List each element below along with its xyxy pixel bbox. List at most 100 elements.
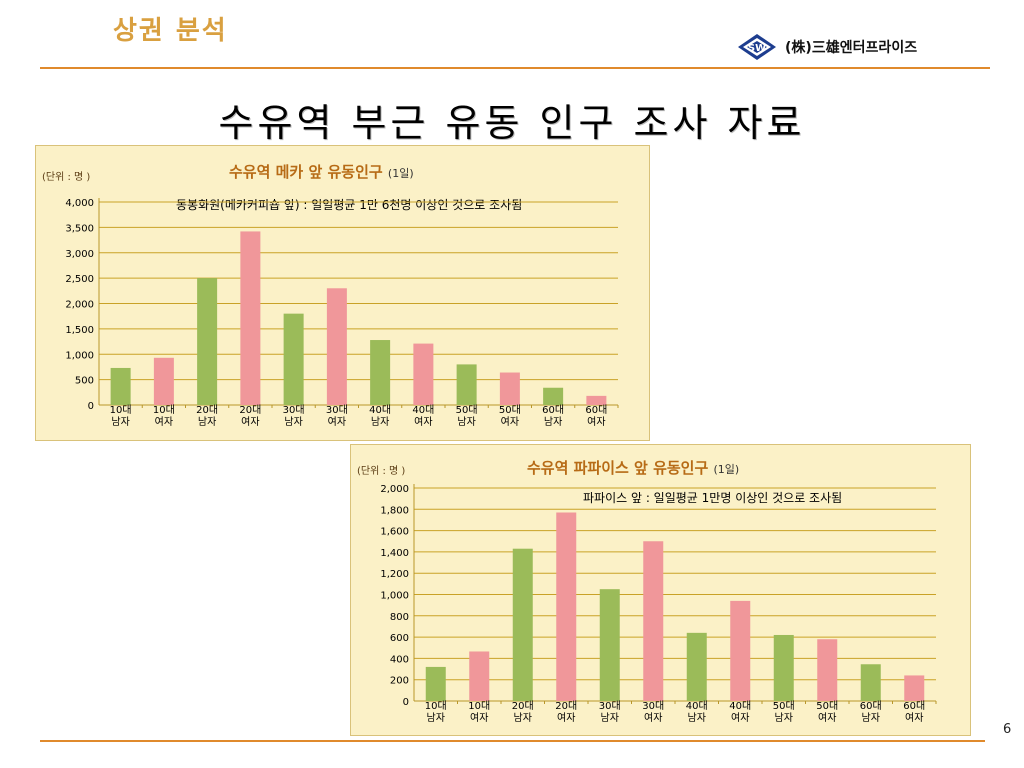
x-tick-label: 여자 bbox=[818, 712, 836, 724]
x-tick-label: 30대 bbox=[642, 700, 664, 712]
x-tick-label: 50대 bbox=[773, 700, 795, 712]
x-tick-label: 20대 bbox=[512, 700, 534, 712]
y-tick-label: 3,500 bbox=[65, 223, 94, 234]
y-tick-label: 600 bbox=[390, 633, 409, 644]
bar bbox=[556, 512, 577, 701]
y-tick-label: 0 bbox=[403, 697, 409, 708]
bar bbox=[817, 639, 838, 701]
y-tick-label: 200 bbox=[390, 676, 409, 687]
y-tick-label: 4,000 bbox=[65, 198, 94, 209]
bar bbox=[425, 666, 446, 701]
sw-logo-icon: SW bbox=[738, 34, 776, 60]
page-number: 6 bbox=[1003, 722, 1012, 737]
bar bbox=[240, 231, 261, 405]
y-tick-label: 1,500 bbox=[65, 325, 94, 336]
bar bbox=[110, 367, 131, 405]
bar bbox=[283, 313, 304, 405]
x-tick-label: 30대 bbox=[283, 404, 305, 416]
x-tick-label: 10대 bbox=[425, 700, 447, 712]
x-tick-label: 여자 bbox=[155, 416, 173, 428]
x-tick-label: 남자 bbox=[544, 416, 562, 428]
x-tick-label: 10대 bbox=[153, 404, 175, 416]
bar bbox=[153, 357, 174, 405]
x-tick-label: 여자 bbox=[470, 712, 488, 724]
bar bbox=[599, 589, 620, 701]
x-tick-label: 50대 bbox=[456, 404, 478, 416]
x-tick-label: 남자 bbox=[198, 416, 216, 428]
bar bbox=[456, 364, 477, 405]
bar bbox=[512, 548, 533, 701]
bar bbox=[730, 600, 751, 701]
y-tick-label: 1,800 bbox=[380, 505, 409, 516]
x-tick-label: 50대 bbox=[499, 404, 521, 416]
bar bbox=[469, 651, 490, 701]
x-tick-label: 남자 bbox=[427, 712, 445, 724]
x-tick-label: 여자 bbox=[557, 712, 575, 724]
x-tick-label: 20대 bbox=[555, 700, 577, 712]
header-divider bbox=[40, 67, 990, 69]
x-tick-label: 남자 bbox=[284, 416, 302, 428]
company-logo: SW (株)三雄엔터프라이즈 bbox=[737, 33, 917, 61]
x-tick-label: 50대 bbox=[816, 700, 838, 712]
x-tick-label: 40대 bbox=[369, 404, 391, 416]
bar bbox=[643, 541, 664, 701]
y-tick-label: 0 bbox=[88, 401, 94, 412]
bar bbox=[499, 372, 520, 405]
y-tick-label: 400 bbox=[390, 654, 409, 665]
chart-title-text: 수유역 파파이스 앞 유동인구 bbox=[527, 459, 709, 477]
x-tick-label: 여자 bbox=[644, 712, 662, 724]
x-tick-label: 60대 bbox=[585, 404, 607, 416]
logo-mark: SW bbox=[748, 43, 766, 54]
footer-divider bbox=[40, 740, 985, 742]
x-tick-label: 10대 bbox=[468, 700, 490, 712]
x-tick-label: 여자 bbox=[501, 416, 519, 428]
y-tick-label: 2,000 bbox=[380, 484, 409, 495]
y-tick-label: 800 bbox=[390, 612, 409, 623]
y-tick-label: 500 bbox=[75, 376, 94, 387]
y-tick-label: 1,000 bbox=[65, 350, 94, 361]
chart-title-suffix: (1일) bbox=[713, 463, 740, 476]
x-tick-label: 남자 bbox=[111, 416, 129, 428]
x-tick-label: 남자 bbox=[457, 416, 475, 428]
chart-panel-popeyes: (단위 : 명 ) 수유역 파파이스 앞 유동인구 (1일) 파파이스 앞 : … bbox=[350, 444, 971, 736]
chart-svg: 0 500 1,000 1,500 2,000 2,500 3,000 3,500 4,000 1… bbox=[65, 198, 619, 428]
x-tick-label: 여자 bbox=[414, 416, 432, 428]
x-tick-label: 60대 bbox=[542, 404, 564, 416]
x-tick-label: 여자 bbox=[241, 416, 259, 428]
chart-title: 수유역 파파이스 앞 유동인구 (1일) bbox=[527, 457, 739, 478]
bar bbox=[197, 278, 218, 405]
x-tick-label: 40대 bbox=[412, 404, 434, 416]
x-tick-label: 여자 bbox=[905, 712, 923, 724]
x-tick-label: 여자 bbox=[328, 416, 346, 428]
x-tick-label: 여자 bbox=[587, 416, 605, 428]
bar bbox=[904, 675, 925, 701]
y-tick-label: 1,600 bbox=[380, 527, 409, 538]
y-tick-label: 1,000 bbox=[380, 591, 409, 602]
x-tick-label: 남자 bbox=[514, 712, 532, 724]
x-tick-label: 남자 bbox=[862, 712, 880, 724]
x-tick-label: 남자 bbox=[601, 712, 619, 724]
x-tick-label: 40대 bbox=[729, 700, 751, 712]
x-tick-label: 남자 bbox=[775, 712, 793, 724]
x-tick-label: 30대 bbox=[326, 404, 348, 416]
x-tick-label: 20대 bbox=[196, 404, 218, 416]
bar bbox=[326, 288, 347, 405]
chart-annotation: 파파이스 앞 : 일일평균 1만명 이상인 것으로 조사됨 bbox=[583, 491, 843, 505]
x-tick-label: 30대 bbox=[599, 700, 621, 712]
x-tick-label: 남자 bbox=[688, 712, 706, 724]
section-title: 상권 분석 bbox=[113, 16, 228, 46]
bar bbox=[370, 340, 391, 405]
x-tick-label: 60대 bbox=[860, 700, 882, 712]
x-tick-label: 여자 bbox=[731, 712, 749, 724]
page-title: 수유역 부근 유동 인구 조사 자료 bbox=[218, 101, 806, 145]
y-tick-label: 3,000 bbox=[65, 249, 94, 260]
y-tick-label: 2,500 bbox=[65, 274, 94, 285]
unit-label: (단위 : 명 ) bbox=[357, 466, 406, 477]
x-tick-label: 40대 bbox=[686, 700, 708, 712]
unit-label: (단위 : 명 ) bbox=[42, 172, 91, 183]
chart-panel-meca: (단위 : 명 ) 수유역 메카 앞 유동인구 (1일) 동봉화원(메카커피숍 … bbox=[35, 145, 650, 441]
chart-title-text: 수유역 메카 앞 유동인구 bbox=[229, 163, 383, 181]
bar bbox=[773, 634, 794, 701]
y-tick-label: 1,400 bbox=[380, 548, 409, 559]
bar bbox=[860, 664, 881, 701]
